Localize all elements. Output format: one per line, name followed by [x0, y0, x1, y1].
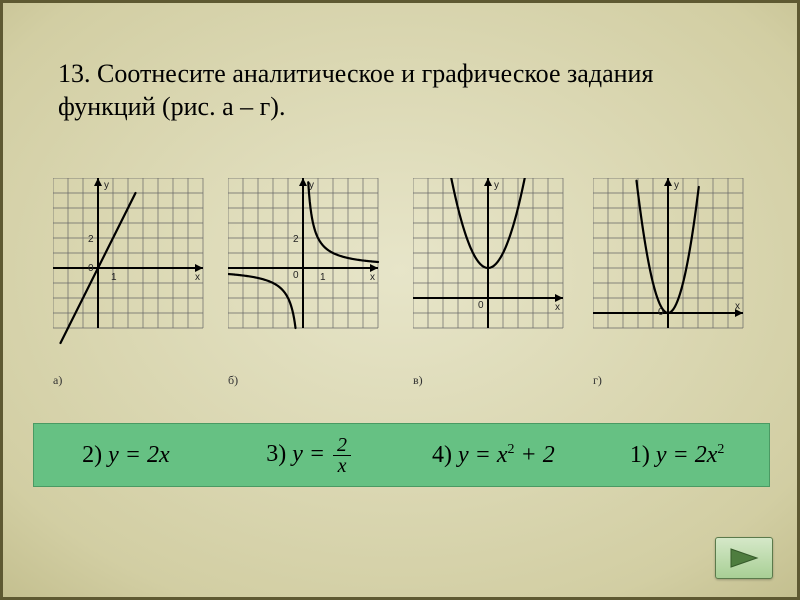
graph-v: y x 0 в)	[413, 178, 588, 388]
answer-3: 3) y = 2x	[218, 435, 402, 476]
svg-text:x: x	[370, 272, 375, 283]
graph-g-label: г)	[593, 373, 602, 388]
play-icon	[727, 547, 761, 569]
answer-2: 2) y = 2x	[34, 442, 218, 469]
svg-text:x: x	[195, 272, 200, 283]
svg-text:y: y	[104, 180, 109, 191]
svg-text:2: 2	[293, 234, 299, 245]
svg-text:y: y	[674, 180, 679, 191]
answer-1: 1) y = 2x2	[585, 442, 769, 469]
svg-text:1: 1	[111, 272, 117, 283]
svg-text:x: x	[735, 301, 740, 312]
answer-strip: 2) y = 2x 3) y = 2x 4) y = x2 + 2 1) y =…	[33, 423, 770, 487]
answer-4: 4) y = x2 + 2	[402, 442, 586, 469]
svg-text:0: 0	[88, 263, 94, 274]
svg-text:0: 0	[478, 300, 484, 311]
graph-row: y x 0 2 1 а) y x 0 2 1 б) y x 0 в) y x 0 г)	[53, 178, 753, 388]
graph-g: yx0 г)	[593, 178, 768, 388]
svg-text:2: 2	[88, 234, 94, 245]
question-title: 13. Соотнесите аналитическое и графическ…	[58, 58, 738, 123]
graph-a: y x 0 2 1 а)	[53, 178, 228, 388]
graph-b-label: б)	[228, 373, 238, 388]
svg-text:y: y	[494, 180, 499, 191]
next-button[interactable]	[715, 537, 773, 579]
slide: { "colors": { "slide_border": "#5e5932",…	[0, 0, 800, 600]
graph-a-label: а)	[53, 373, 62, 388]
graph-v-label: в)	[413, 373, 423, 388]
svg-text:1: 1	[320, 272, 326, 283]
svg-text:0: 0	[293, 270, 299, 281]
graph-b: yx021 б)	[228, 178, 403, 388]
svg-text:x: x	[555, 302, 560, 313]
